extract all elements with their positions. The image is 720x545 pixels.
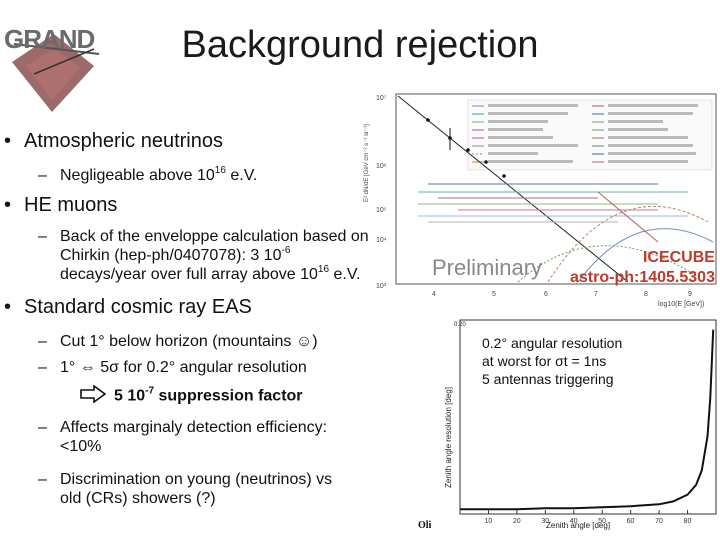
x-tick-label: 5 bbox=[492, 291, 496, 298]
sub-negligeable: – Negligeable above 1016 e.V. bbox=[38, 165, 258, 185]
x-tick-label: 20 bbox=[513, 518, 521, 525]
x-tick-label: 50 bbox=[598, 518, 606, 525]
x-axis-label: log10(E [GeV]) bbox=[658, 301, 704, 308]
x-tick-label: 6 bbox=[544, 291, 548, 298]
bullet-he-muons: • HE muons bbox=[4, 194, 118, 216]
grand-logo: GRAND bbox=[4, 4, 104, 114]
x-axis-label: Zenith angle [deg] bbox=[546, 521, 610, 530]
slide-title: Background rejection bbox=[181, 24, 539, 66]
x-tick-label: 4 bbox=[432, 291, 436, 298]
y-tick-label: 10⁷ bbox=[376, 95, 387, 102]
icecube-reference: ICECUBE astro-ph:1405.5303 bbox=[570, 249, 715, 286]
bullet-text: Atmospheric neutrinos bbox=[24, 130, 223, 152]
x-tick-label: 30 bbox=[541, 518, 549, 525]
resolution-curve bbox=[460, 329, 715, 511]
x-tick-label: 7 bbox=[594, 291, 598, 298]
sub-discrimination: – Discrimination on young (neutrinos) vs … bbox=[38, 471, 333, 507]
x-tick-label: 40 bbox=[570, 518, 578, 525]
y-tick-label: 10⁶ bbox=[376, 163, 387, 170]
bullet-cosmic-ray-eas: • Standard cosmic ray EAS bbox=[4, 296, 252, 318]
bullet-atmospheric-neutrinos: • Atmospheric neutrinos bbox=[4, 130, 223, 152]
x-tick-label: 10 bbox=[484, 518, 492, 525]
x-tick-label: 80 bbox=[684, 518, 692, 525]
flux-chart: 10⁷ 10⁶ 10⁵ 10⁴ 10³ E² dN/dE [GeV cm⁻² s… bbox=[358, 92, 720, 310]
y-tick-label: 10⁵ bbox=[376, 207, 387, 214]
sub-envelope-calc: – Back of the enveloppe calculation based… bbox=[38, 228, 369, 283]
resolution-annotation: 0.2° angular resolution at worst for σt … bbox=[482, 335, 623, 387]
svg-text:GRAND: GRAND bbox=[4, 24, 95, 54]
y-tick-label: 10³ bbox=[376, 283, 387, 290]
footer-author: Oli bbox=[418, 520, 432, 531]
x-tick-label: 9 bbox=[688, 291, 692, 298]
sub-angular-resolution: –1° ⇔ 5σ for 0.2° angular resolution bbox=[38, 359, 307, 376]
sub-detection-efficiency: – Affects marginaly detection efficiency:… bbox=[38, 419, 328, 455]
plot-frame bbox=[459, 319, 717, 515]
sub-cut-horizon: – Cut 1° below horizon (mountains ☺) bbox=[38, 333, 318, 350]
resolution-chart: Zenith angle resolution [deg] Zenith ang… bbox=[440, 318, 720, 540]
y-axis-label: Zenith angle resolution [deg] bbox=[444, 387, 453, 488]
x-tick-label: 8 bbox=[644, 291, 648, 298]
arrow-right-icon bbox=[80, 384, 107, 408]
x-tick-label: 60 bbox=[627, 518, 635, 525]
preliminary-label: Preliminary bbox=[432, 255, 543, 280]
svg-text:E² dN/dE [GeV cm⁻² s⁻¹ sr⁻¹]: E² dN/dE [GeV cm⁻² s⁻¹ sr⁻¹] bbox=[364, 124, 370, 202]
y-tick-label: 0.20 bbox=[454, 322, 466, 328]
x-tick-label: 70 bbox=[655, 518, 663, 525]
y-tick-label: 10⁴ bbox=[376, 237, 387, 244]
suppression-factor: 5 10-7 suppression factor bbox=[80, 384, 303, 408]
